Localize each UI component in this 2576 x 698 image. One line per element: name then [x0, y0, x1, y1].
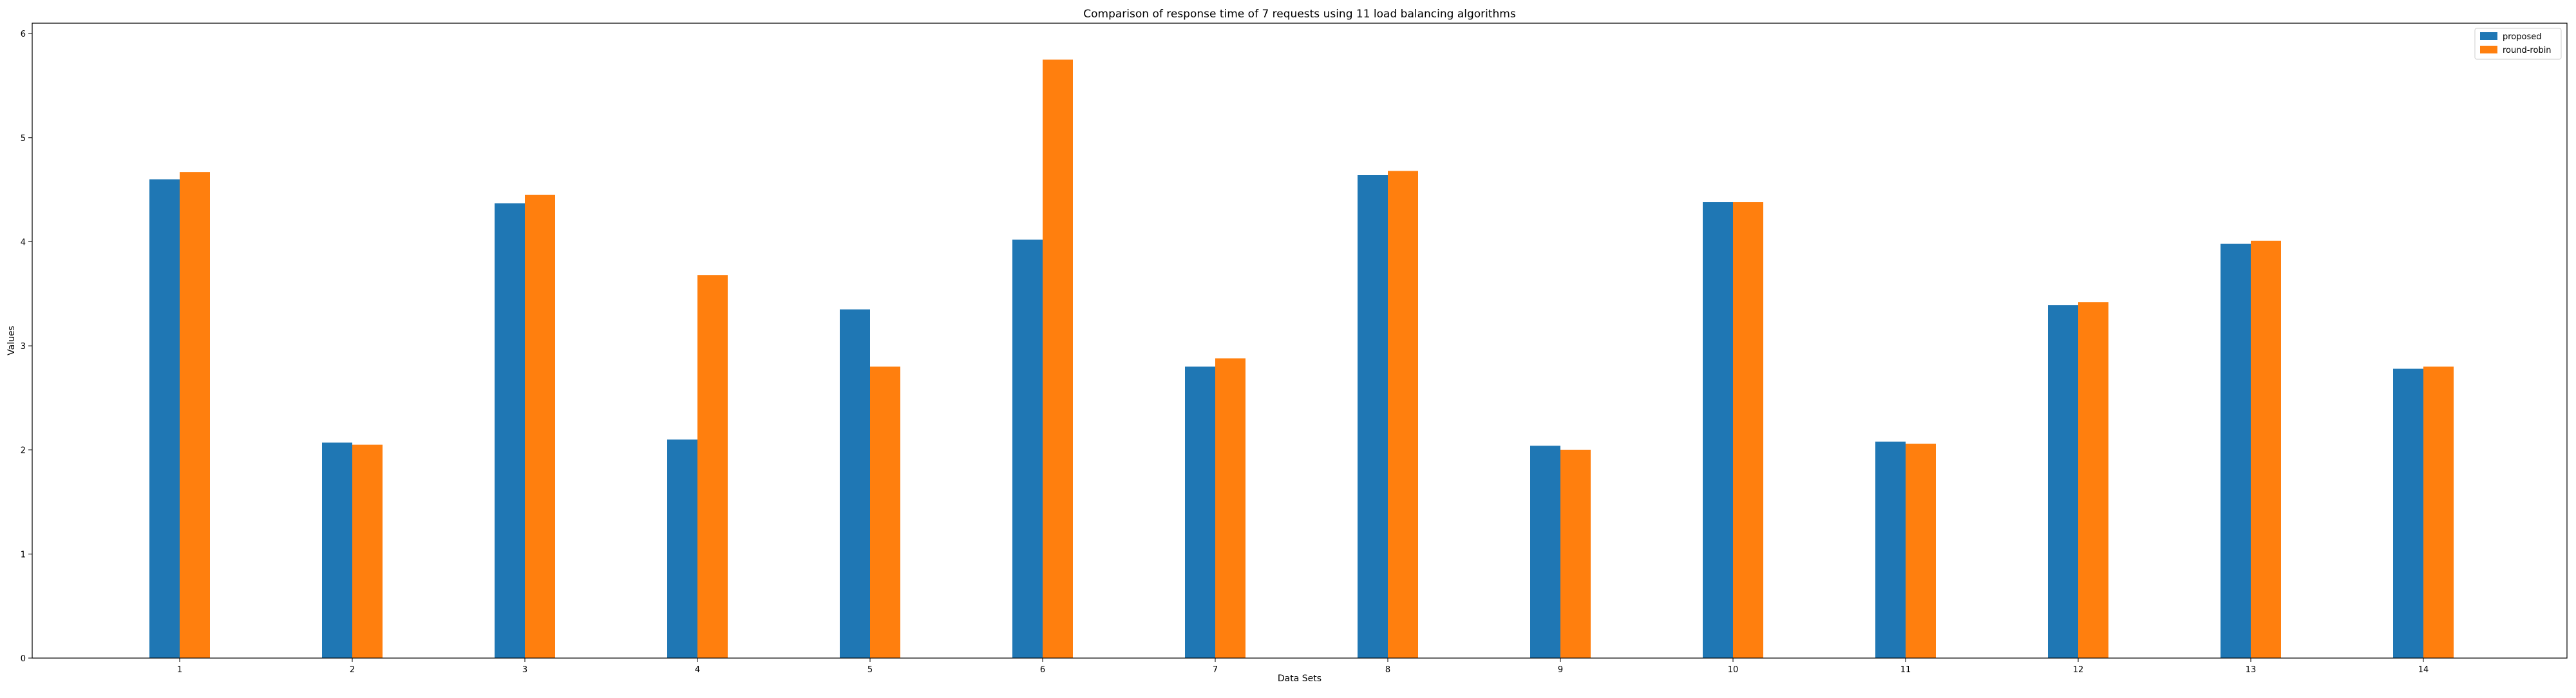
bar-proposed-11 [1875, 441, 1906, 658]
legend-swatch-round-robin [2480, 46, 2497, 53]
x-tick-label: 11 [1900, 665, 1911, 675]
bar-round-robin-13 [2251, 240, 2281, 658]
bar-proposed-10 [1703, 202, 1733, 659]
bar-proposed-6 [1012, 240, 1043, 658]
bars-layer [149, 59, 2454, 659]
x-tick-label: 1 [177, 665, 182, 675]
y-tick-label: 0 [21, 654, 26, 664]
bar-round-robin-2 [352, 444, 383, 658]
x-tick-label: 13 [2246, 665, 2257, 675]
bar-round-robin-9 [1560, 449, 1591, 658]
x-tick-label: 2 [350, 665, 355, 675]
y-axis-ticks: 0 1 2 3 4 5 6 [21, 30, 32, 664]
chart-title: Comparison of response time of 7 request… [1083, 8, 1516, 21]
x-axis-ticks: 1 2 3 4 5 6 7 8 9 10 11 12 13 14 [177, 658, 2429, 675]
bar-round-robin-6 [1043, 59, 1073, 658]
bar-round-robin-1 [180, 172, 210, 658]
y-tick-label: 2 [21, 446, 26, 456]
bar-round-robin-12 [2078, 302, 2108, 658]
plot-area-frame [32, 23, 2568, 659]
bar-proposed-5 [840, 309, 870, 659]
bar-round-robin-3 [525, 194, 555, 658]
y-tick-label: 5 [21, 134, 26, 144]
bar-round-robin-8 [1388, 171, 1418, 659]
x-tick-label: 8 [1385, 665, 1390, 675]
bar-proposed-14 [2393, 368, 2423, 658]
x-tick-label: 12 [2073, 665, 2084, 675]
bar-proposed-12 [2048, 305, 2078, 659]
x-tick-label: 3 [522, 665, 527, 675]
legend: proposed round-robin [2474, 28, 2562, 60]
legend-swatch-proposed [2480, 32, 2497, 40]
y-axis-label: Values [6, 326, 17, 355]
bar-round-robin-7 [1215, 358, 1245, 658]
bar-round-robin-5 [870, 366, 900, 658]
x-tick-label: 7 [1213, 665, 1218, 675]
x-tick-label: 5 [867, 665, 873, 675]
bar-proposed-1 [149, 179, 180, 659]
bar-round-robin-11 [1906, 444, 1936, 658]
y-tick-label: 3 [21, 342, 26, 352]
y-tick-label: 4 [21, 238, 26, 247]
bar-round-robin-14 [2423, 366, 2454, 658]
bar-proposed-4 [667, 439, 697, 658]
y-tick-label: 1 [21, 550, 26, 560]
legend-label-proposed: proposed [2503, 32, 2542, 42]
legend-label-round-robin: round-robin [2503, 46, 2552, 55]
x-tick-label: 9 [1558, 665, 1563, 675]
x-axis-label: Data Sets [1278, 674, 1321, 684]
x-tick-label: 4 [695, 665, 700, 675]
bar-proposed-13 [2221, 243, 2251, 658]
bar-proposed-2 [322, 442, 352, 658]
x-tick-label: 6 [1040, 665, 1045, 675]
x-tick-label: 10 [1728, 665, 1739, 675]
bar-proposed-8 [1358, 174, 1388, 659]
bar-proposed-9 [1530, 446, 1560, 658]
bar-proposed-3 [495, 203, 525, 658]
x-tick-label: 14 [2418, 665, 2429, 675]
bar-proposed-7 [1185, 366, 1215, 658]
bar-round-robin-4 [697, 275, 728, 658]
y-tick-label: 6 [21, 30, 26, 39]
bar-round-robin-10 [1733, 202, 1763, 659]
